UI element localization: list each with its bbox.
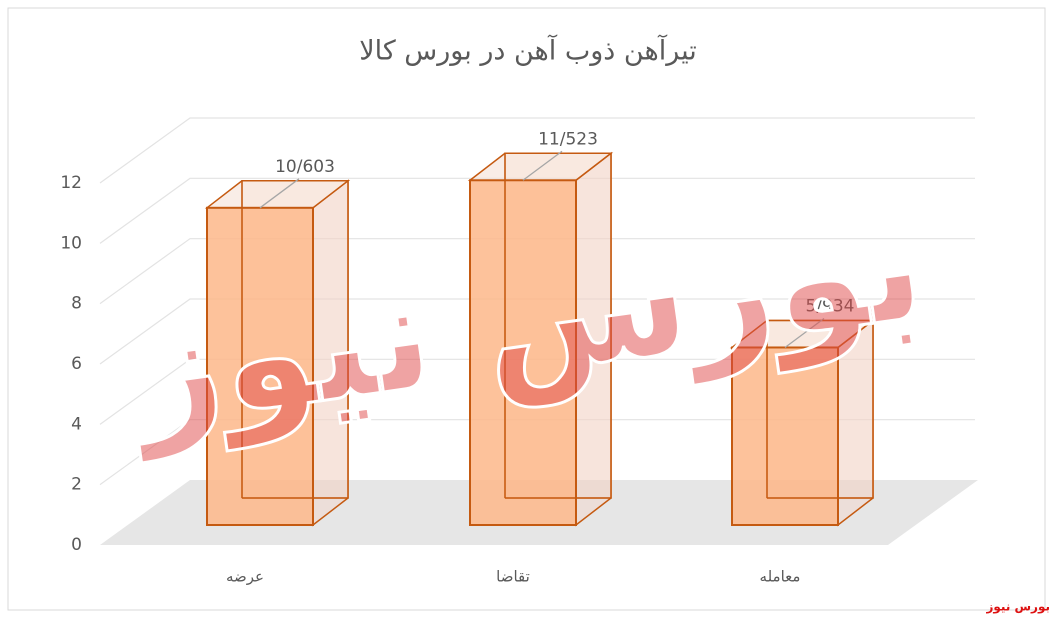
chart-title: تیرآهن ذوب آهن در بورس کالا [359, 35, 697, 67]
y-tick-label: 0 [71, 535, 82, 555]
leader-line [259, 178, 300, 209]
x-tick-label: تقاضا [496, 568, 530, 586]
y-tick-label: 12 [60, 173, 82, 193]
grid-line [99, 117, 975, 184]
bar-front [469, 179, 577, 526]
y-tick-label: 6 [71, 354, 82, 374]
bar-front [206, 206, 314, 526]
y-tick-label: 8 [71, 294, 82, 314]
grid-line [99, 419, 975, 486]
grid-line [99, 298, 975, 365]
bar [467, 151, 614, 527]
y-tick-label: 2 [71, 475, 82, 495]
grid-line [99, 238, 975, 305]
bar-front [731, 346, 839, 526]
grid-line [99, 358, 975, 425]
leader-line [522, 150, 563, 181]
x-tick-label: عرضه [226, 568, 264, 586]
leader-line [784, 317, 825, 348]
data-label: 5/934 [806, 296, 855, 316]
y-tick-label: 10 [60, 233, 82, 253]
grid-line [99, 177, 975, 244]
data-label: 11/523 [538, 129, 598, 149]
data-label: 10/603 [275, 157, 335, 177]
x-tick-label: معامله [760, 568, 801, 586]
y-tick-label: 4 [71, 414, 82, 434]
bar [729, 318, 876, 527]
source: بورس نیوز [985, 600, 1050, 615]
